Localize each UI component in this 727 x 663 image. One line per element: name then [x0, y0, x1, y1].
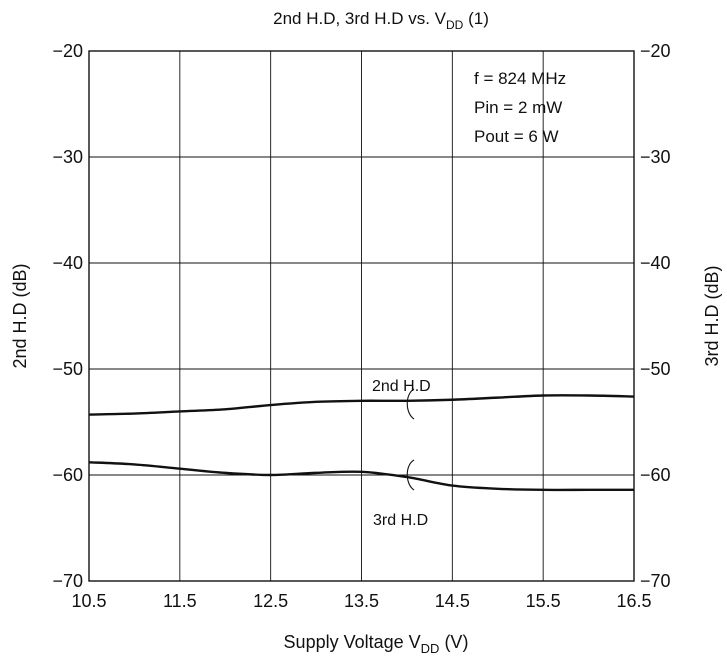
- y-tick-label-left: −60: [52, 465, 83, 485]
- y-tick-label-left: −30: [52, 147, 83, 167]
- y-axis-label-left: 2nd H.D (dB): [10, 263, 30, 368]
- x-tick-label: 15.5: [526, 591, 561, 611]
- series-labels: 2nd H.D 3rd H.D: [372, 378, 431, 529]
- y-tick-label-right: −20: [640, 41, 671, 61]
- conditions-annotation: f = 824 MHz Pin = 2 mW Pout = 6 W: [474, 69, 566, 146]
- x-tick-label: 11.5: [163, 591, 197, 611]
- series-marker-2nd-hd: [406, 388, 415, 420]
- y-tick-label-left: −40: [52, 253, 83, 273]
- y-tick-label-right: −40: [640, 253, 671, 273]
- tick-labels: 10.5 11.5 12.5 13.5 14.5 15.5 16.5 −20 −20 −30 −30…: [52, 41, 670, 611]
- y-tick-label-right: −30: [640, 147, 671, 167]
- x-tick-label: 12.5: [253, 591, 288, 611]
- series-lines: [88, 394, 635, 492]
- y-tick-label-left: −70: [52, 571, 83, 591]
- x-axis-label: Supply Voltage VDD (V): [284, 632, 469, 656]
- condition-pout: Pout = 6 W: [474, 127, 559, 146]
- series-line-3rd-hd: [88, 461, 634, 492]
- x-tick-label: 16.5: [616, 591, 651, 611]
- series-line-2nd-hd: [88, 394, 635, 416]
- x-tick-label: 10.5: [71, 591, 106, 611]
- y-tick-label-left: −20: [52, 41, 83, 61]
- y-tick-label-right: −70: [640, 571, 671, 591]
- y-tick-label-right: −60: [640, 465, 671, 485]
- x-tick-label: 13.5: [344, 591, 379, 611]
- x-tick-label: 14.5: [435, 591, 470, 611]
- y-tick-label-right: −50: [640, 359, 671, 379]
- series-marker-3rd-hd: [406, 459, 415, 491]
- series-label-2nd-hd: 2nd H.D: [372, 378, 431, 395]
- series-label-3rd-hd: 3rd H.D: [373, 512, 428, 529]
- y-tick-label-left: −50: [52, 359, 83, 379]
- condition-pin: Pin = 2 mW: [474, 98, 562, 117]
- plot-frame: [88, 50, 635, 582]
- chart-title: 2nd H.D, 3rd H.D vs. VDD (1): [273, 9, 489, 32]
- y-axis-label-right: 3rd H.D (dB): [702, 265, 722, 366]
- condition-frequency: f = 824 MHz: [474, 69, 566, 88]
